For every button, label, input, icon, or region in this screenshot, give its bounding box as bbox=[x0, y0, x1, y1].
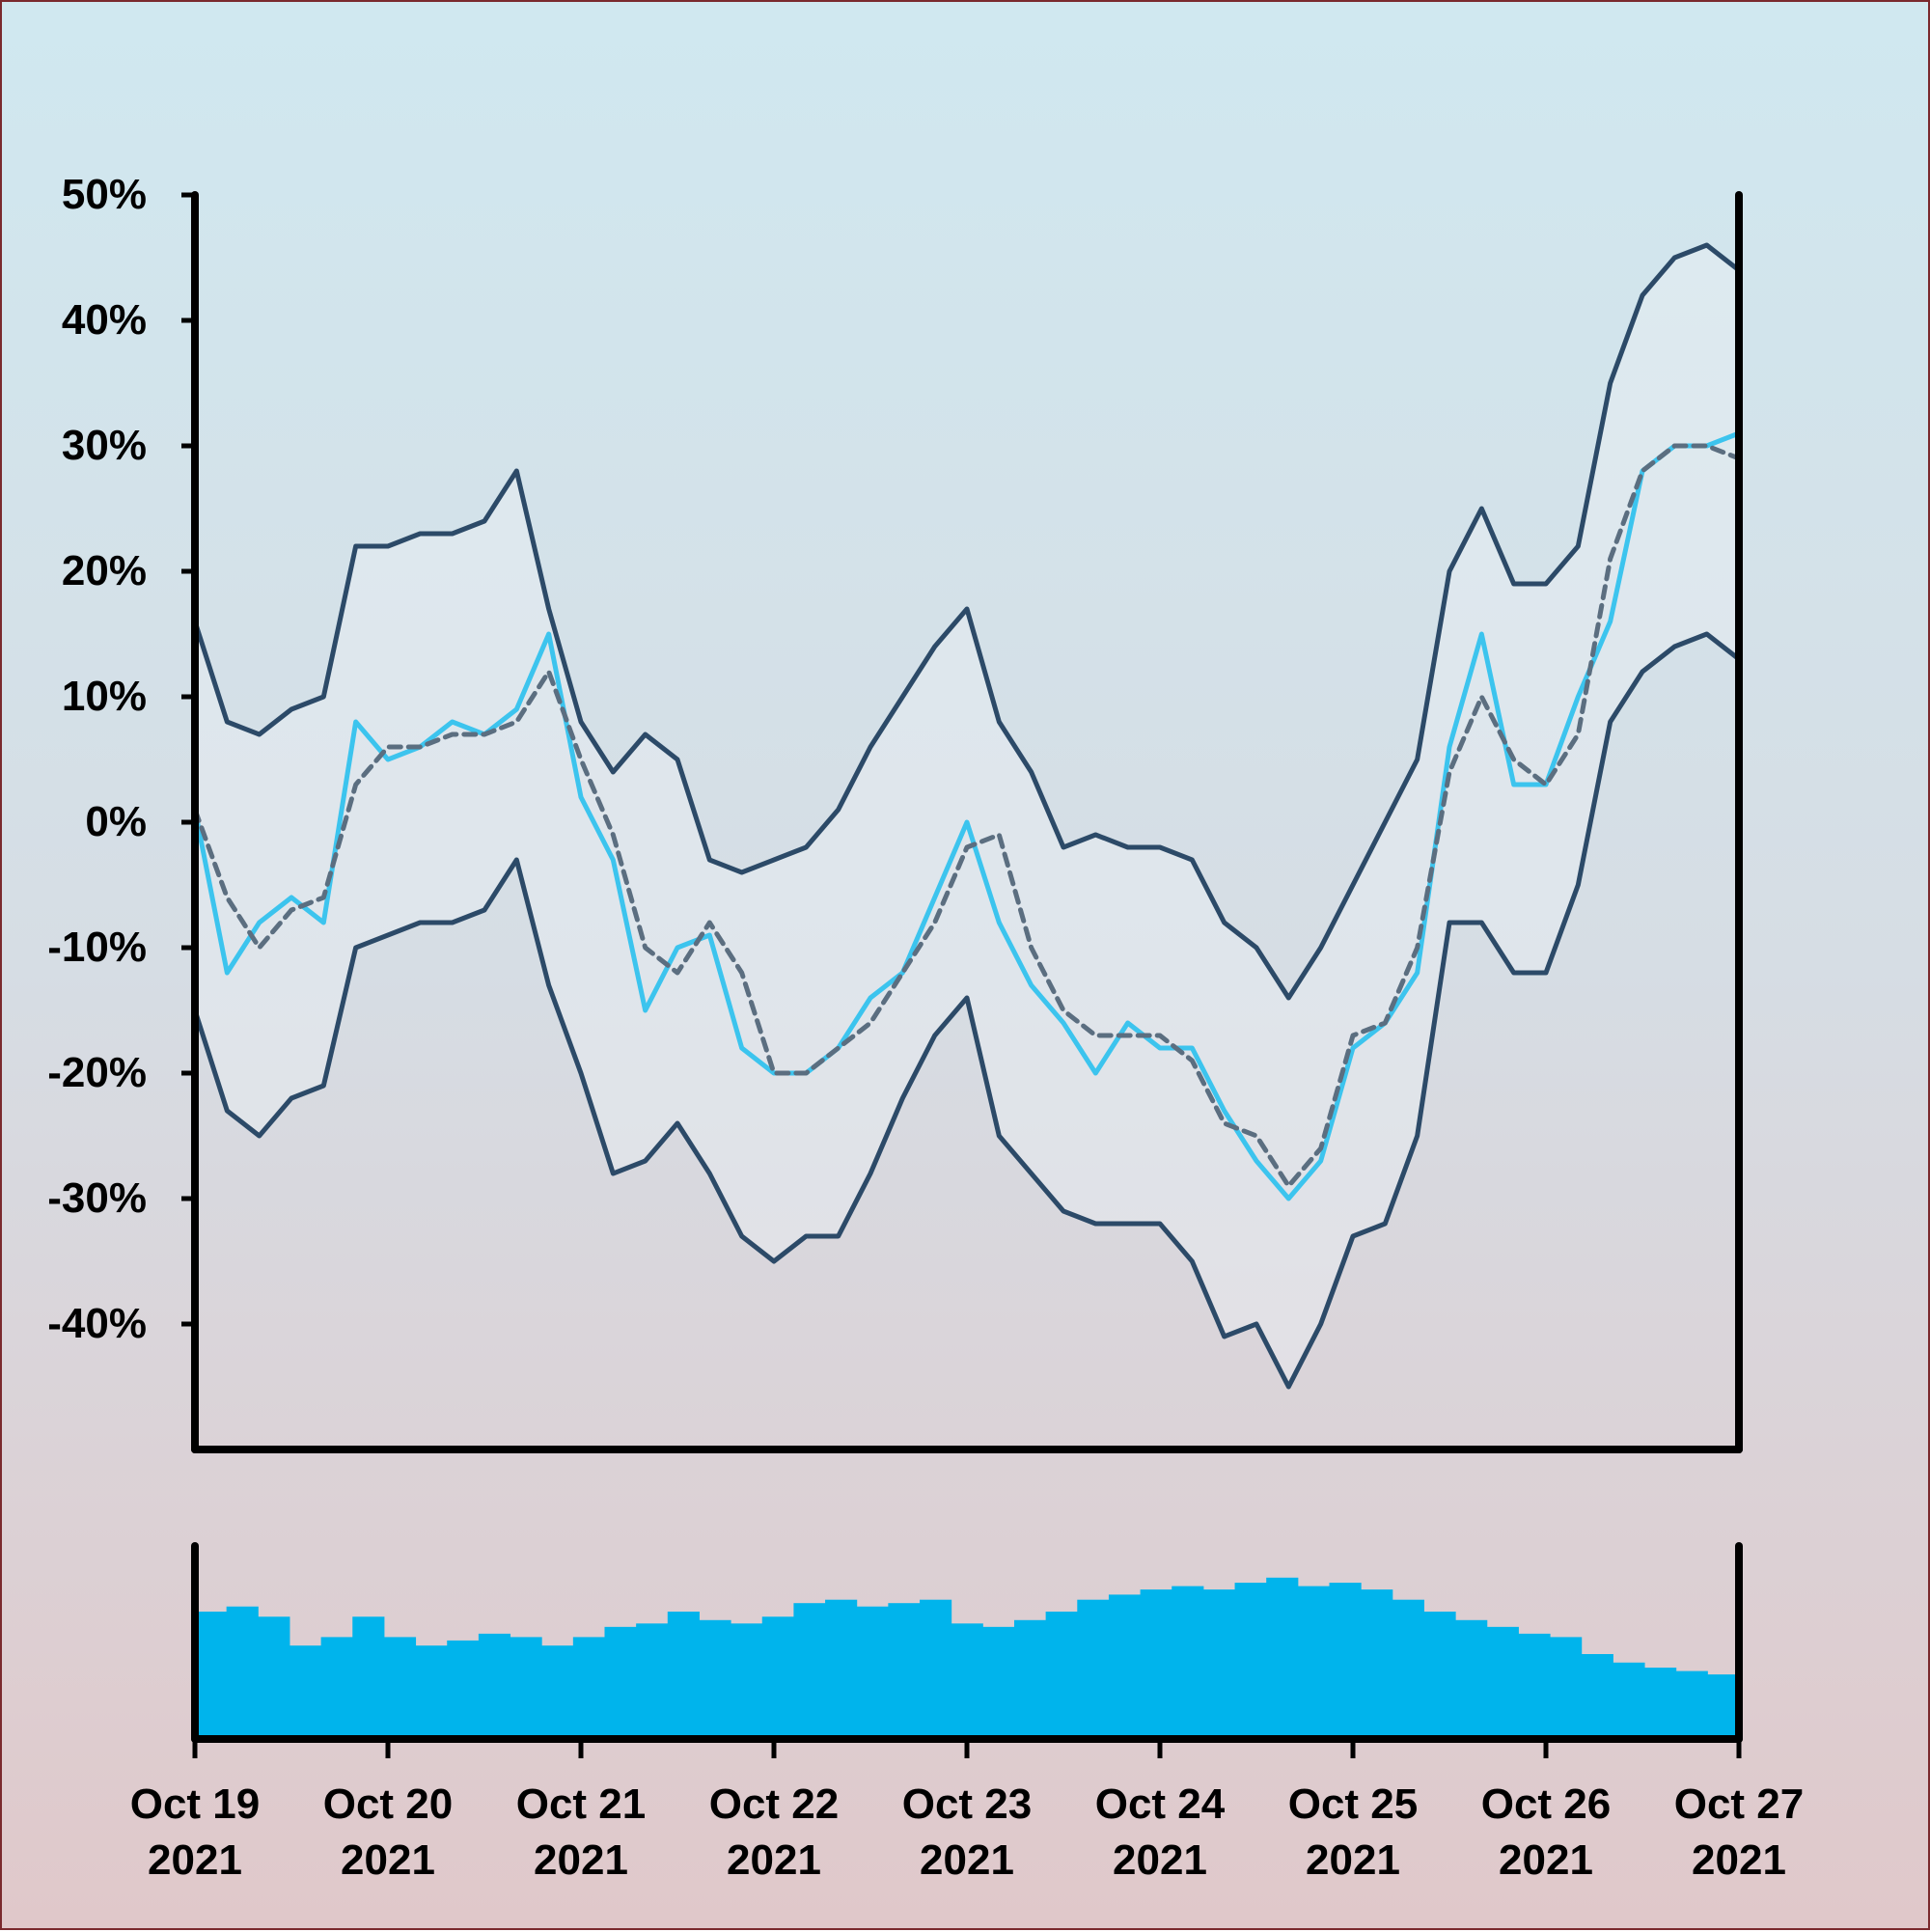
volume-bar bbox=[699, 1619, 731, 1739]
x-tick-label-date: Oct 23 bbox=[902, 1780, 1033, 1828]
x-tick-label-date: Oct 24 bbox=[1095, 1780, 1226, 1828]
y-tick-label: 10% bbox=[62, 673, 147, 720]
volume-bar bbox=[667, 1612, 700, 1739]
volume-bar bbox=[1455, 1619, 1488, 1739]
y-tick-label: 50% bbox=[62, 171, 147, 218]
x-tick-label-date: Oct 21 bbox=[516, 1780, 647, 1828]
volume-bar bbox=[951, 1623, 983, 1739]
volume-bar bbox=[510, 1637, 542, 1739]
volume-bar bbox=[447, 1640, 480, 1739]
volume-bar bbox=[1045, 1612, 1078, 1739]
volume-bar bbox=[572, 1637, 605, 1739]
volume-bar bbox=[1675, 1670, 1708, 1739]
x-tick-label-year: 2021 bbox=[1306, 1836, 1400, 1884]
volume-bar bbox=[1423, 1612, 1456, 1739]
upper-band-line bbox=[192, 242, 1742, 1001]
volume-bar bbox=[1172, 1586, 1204, 1739]
volume-bar bbox=[1266, 1577, 1299, 1739]
volume-bar bbox=[289, 1645, 322, 1739]
volume-bar bbox=[731, 1623, 763, 1739]
volume-bar bbox=[1644, 1668, 1677, 1739]
x-tick-label-date: Oct 22 bbox=[709, 1780, 840, 1828]
band-fill bbox=[195, 245, 1739, 1387]
volume-bar bbox=[1108, 1594, 1142, 1739]
volume-bar bbox=[1613, 1662, 1645, 1739]
volume-bar bbox=[888, 1603, 921, 1739]
price-line bbox=[192, 430, 1742, 1201]
x-tick-label-year: 2021 bbox=[534, 1836, 628, 1884]
volume-bar bbox=[825, 1599, 858, 1739]
volume-bar bbox=[226, 1606, 259, 1739]
lower-band-line bbox=[192, 631, 1742, 1390]
x-tick-label-date: Oct 20 bbox=[323, 1780, 454, 1828]
volume-bar bbox=[793, 1603, 826, 1739]
price-panel bbox=[192, 242, 1742, 1390]
volume-bar bbox=[1234, 1583, 1267, 1739]
volume-bar bbox=[258, 1616, 290, 1739]
x-tick-label-year: 2021 bbox=[1113, 1836, 1207, 1884]
y-tick-label: 30% bbox=[62, 422, 147, 469]
x-tick-label-year: 2021 bbox=[1499, 1836, 1593, 1884]
volume-bar bbox=[1329, 1583, 1362, 1739]
volume-bar bbox=[636, 1623, 669, 1739]
x-tick-label-year: 2021 bbox=[920, 1836, 1014, 1884]
volume-bar bbox=[1077, 1599, 1110, 1739]
volume-bar bbox=[1581, 1654, 1613, 1739]
volume-bar bbox=[383, 1637, 417, 1739]
volume-bar bbox=[478, 1633, 511, 1739]
volume-bar bbox=[982, 1626, 1015, 1739]
volume-bar bbox=[1707, 1674, 1740, 1739]
volume-bar bbox=[1486, 1626, 1519, 1739]
moving-average-line bbox=[192, 443, 1742, 1189]
volume-bar bbox=[352, 1616, 385, 1739]
y-tick-label: -10% bbox=[47, 924, 147, 971]
volume-bar bbox=[415, 1645, 448, 1739]
volume-bar bbox=[1518, 1633, 1551, 1739]
x-tick-label-date: Oct 26 bbox=[1481, 1780, 1612, 1828]
volume-bar bbox=[1361, 1589, 1393, 1739]
x-tick-label-date: Oct 25 bbox=[1288, 1780, 1419, 1828]
y-tick-label: 20% bbox=[62, 547, 147, 594]
y-tick-label: -40% bbox=[47, 1300, 147, 1347]
y-tick-label: -20% bbox=[47, 1049, 147, 1096]
y-tick-label: -30% bbox=[47, 1174, 147, 1222]
y-tick-label: 40% bbox=[62, 296, 147, 344]
volume-bar bbox=[1392, 1599, 1424, 1739]
x-tick-label-year: 2021 bbox=[148, 1836, 242, 1884]
volume-bar bbox=[761, 1616, 794, 1739]
volume-bar bbox=[920, 1599, 952, 1739]
volume-bar bbox=[1297, 1586, 1331, 1739]
volume-bar bbox=[1140, 1589, 1172, 1739]
x-tick-label-year: 2021 bbox=[1692, 1836, 1786, 1884]
volume-bar bbox=[604, 1626, 637, 1739]
volume-panel bbox=[195, 1577, 1740, 1739]
volume-bar bbox=[195, 1612, 228, 1739]
y-tick-label: 0% bbox=[85, 798, 147, 845]
x-tick-label-year: 2021 bbox=[727, 1836, 821, 1884]
volume-bar bbox=[1013, 1619, 1047, 1739]
x-tick-label-date: Oct 19 bbox=[130, 1780, 261, 1828]
x-tick-label-date: Oct 27 bbox=[1674, 1780, 1805, 1828]
volume-bar bbox=[1550, 1637, 1583, 1739]
axes-layer: 50% 40% 30% 20% 10% 0% -10% -20% -30% -40% Oct 19 2… bbox=[47, 171, 1804, 1884]
volume-bar bbox=[856, 1606, 889, 1739]
x-tick-label-year: 2021 bbox=[341, 1836, 435, 1884]
volume-bar bbox=[1202, 1589, 1236, 1739]
volume-bar bbox=[320, 1637, 353, 1739]
volume-bar bbox=[541, 1645, 574, 1739]
